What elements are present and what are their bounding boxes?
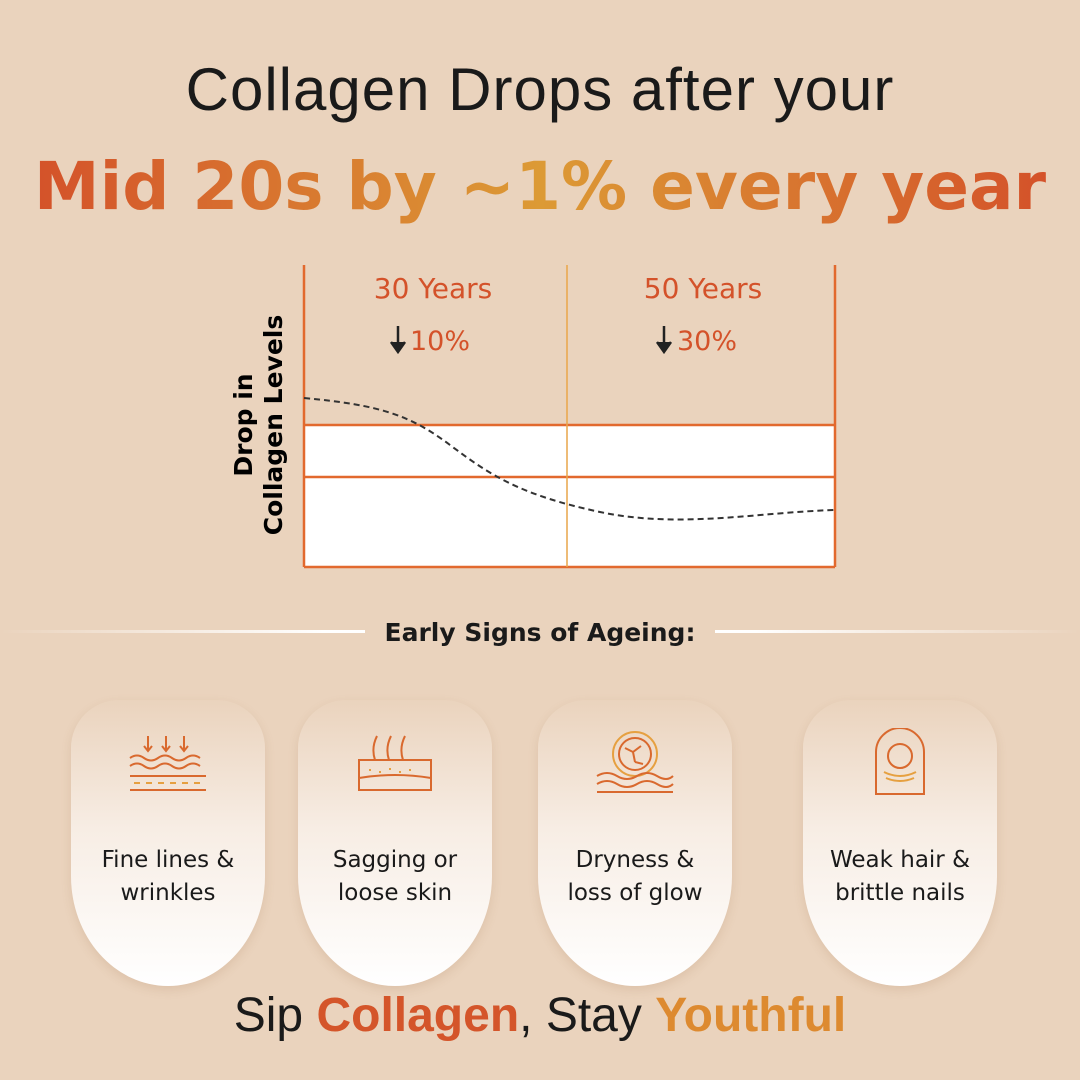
white-band — [304, 425, 835, 567]
card-text: Weak hair & brittle nails — [803, 844, 997, 910]
footer-text: , Stay — [519, 989, 642, 1042]
sign-card: Weak hair & brittle nails — [803, 700, 997, 986]
card-text: Fine lines & wrinkles — [71, 844, 265, 910]
axis-label: Drop in — [229, 373, 258, 476]
card-line: Weak hair & — [829, 847, 971, 873]
card-line: brittle nails — [835, 880, 965, 906]
title-text: Mid 20s by ~1% every year — [33, 148, 1047, 225]
sign-card: Dryness & loss of glow — [538, 700, 732, 986]
card-line: loose skin — [337, 880, 453, 906]
down-arrow — [655, 326, 673, 355]
sign-card: Sagging or loose skin — [298, 700, 492, 986]
column-label: 30 Years — [374, 272, 492, 305]
title-highlight: Mid 20s by ~1% every year — [0, 148, 1080, 225]
card-line: wrinkles — [120, 880, 216, 906]
drop-label: 30% — [677, 326, 737, 357]
sign-card: Fine lines & wrinkles — [71, 700, 265, 986]
footer: Sip Collagen, Stay Youthful — [0, 988, 1080, 1043]
icon — [875, 728, 925, 795]
card-line: loss of glow — [567, 880, 703, 906]
frame — [302, 265, 837, 569]
card-line: Dryness & — [575, 847, 695, 873]
section-title: Early Signs of Ageing: — [364, 618, 716, 647]
title-line: Collagen Drops after your — [185, 56, 895, 123]
footer-highlight: Youthful — [655, 989, 847, 1042]
trend-curve — [303, 397, 836, 521]
icon — [129, 736, 206, 791]
card-line: Sagging or — [332, 847, 458, 873]
collagen-graphic: Drop in Collagen Levels 30 Years 10% 50 … — [229, 265, 837, 569]
card-line: Fine lines & — [101, 847, 235, 873]
footer-text: Sip — [233, 989, 304, 1042]
down-arrow — [389, 326, 407, 355]
section-title-row: Early Signs of Ageing: — [0, 618, 1080, 647]
drop-label: 10% — [410, 326, 470, 357]
card-text: Dryness & loss of glow — [538, 844, 732, 910]
card-text: Sagging or loose skin — [298, 844, 492, 910]
axis-label: Collagen Levels — [259, 315, 288, 535]
footer-highlight: Collagen — [316, 989, 520, 1042]
column-label: 50 Years — [644, 272, 762, 305]
icon — [358, 735, 432, 791]
icon — [596, 731, 674, 793]
